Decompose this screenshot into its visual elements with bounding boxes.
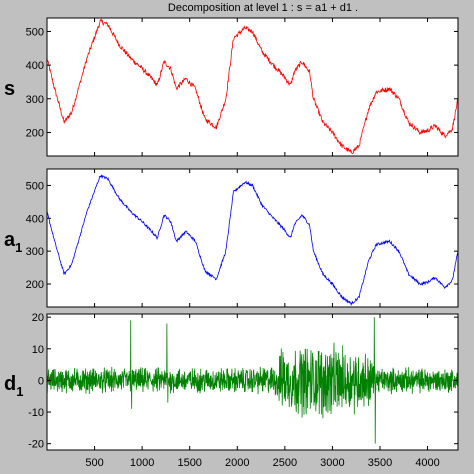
- y-tick-label: 10: [32, 344, 44, 356]
- y-tick-label: 300: [26, 94, 44, 106]
- y-tick-label: 0: [38, 375, 44, 387]
- x-tick-label: 1000: [130, 457, 154, 469]
- panel-label: a1: [4, 229, 22, 255]
- y-tick-label: 400: [26, 60, 44, 72]
- panel-3: -20 -10 0 10 20 500 1000 1500 2000 2500 3000 3500 40…: [4, 312, 459, 469]
- panel-label-main: a: [4, 229, 16, 251]
- y-tick-label: 400: [26, 213, 44, 225]
- y-tick-label: -10: [28, 407, 44, 419]
- figure-title: Decomposition at level 1 : s = a1 + d1 .: [168, 2, 358, 14]
- panel-label-main: d: [4, 373, 16, 395]
- y-tick-label: 200: [26, 127, 44, 139]
- x-tick-label: 2000: [225, 457, 249, 469]
- series-line: [47, 174, 458, 307]
- y-tick-label: 200: [26, 279, 44, 291]
- x-tick-label: 2500: [273, 457, 297, 469]
- panel-label-main: s: [4, 78, 15, 100]
- y-tick-label: 300: [26, 246, 44, 258]
- panel-label-subscript: 1: [16, 384, 23, 399]
- x-tick-label: 1500: [177, 457, 201, 469]
- x-tick-label: 3500: [368, 457, 392, 469]
- panels-group: 200300400500s200300400500a1-20-100102050…: [4, 17, 459, 469]
- y-tick-label: -20: [28, 439, 44, 451]
- plot-area: [47, 169, 458, 307]
- panel-1: 200 300 400 500 s: [4, 17, 459, 157]
- plot-frame: [46, 168, 459, 308]
- y-tick-label: 500: [26, 180, 44, 192]
- x-tick-label: 4000: [415, 457, 439, 469]
- plot-frame: [46, 17, 459, 157]
- x-tick-label: 500: [85, 457, 103, 469]
- series-line: [47, 18, 458, 155]
- panel-2: 200 300 400 500 a1: [4, 168, 459, 308]
- x-tick-label: 3000: [320, 457, 344, 469]
- y-tick-label: 500: [26, 26, 44, 38]
- plot-area: [47, 18, 458, 156]
- series-line: [47, 317, 458, 444]
- plot-frame: [46, 313, 459, 451]
- y-tick-label: 20: [32, 312, 44, 324]
- panel-label-subscript: 1: [15, 240, 22, 255]
- panel-label: s: [4, 78, 15, 100]
- panel-label: d1: [4, 373, 23, 399]
